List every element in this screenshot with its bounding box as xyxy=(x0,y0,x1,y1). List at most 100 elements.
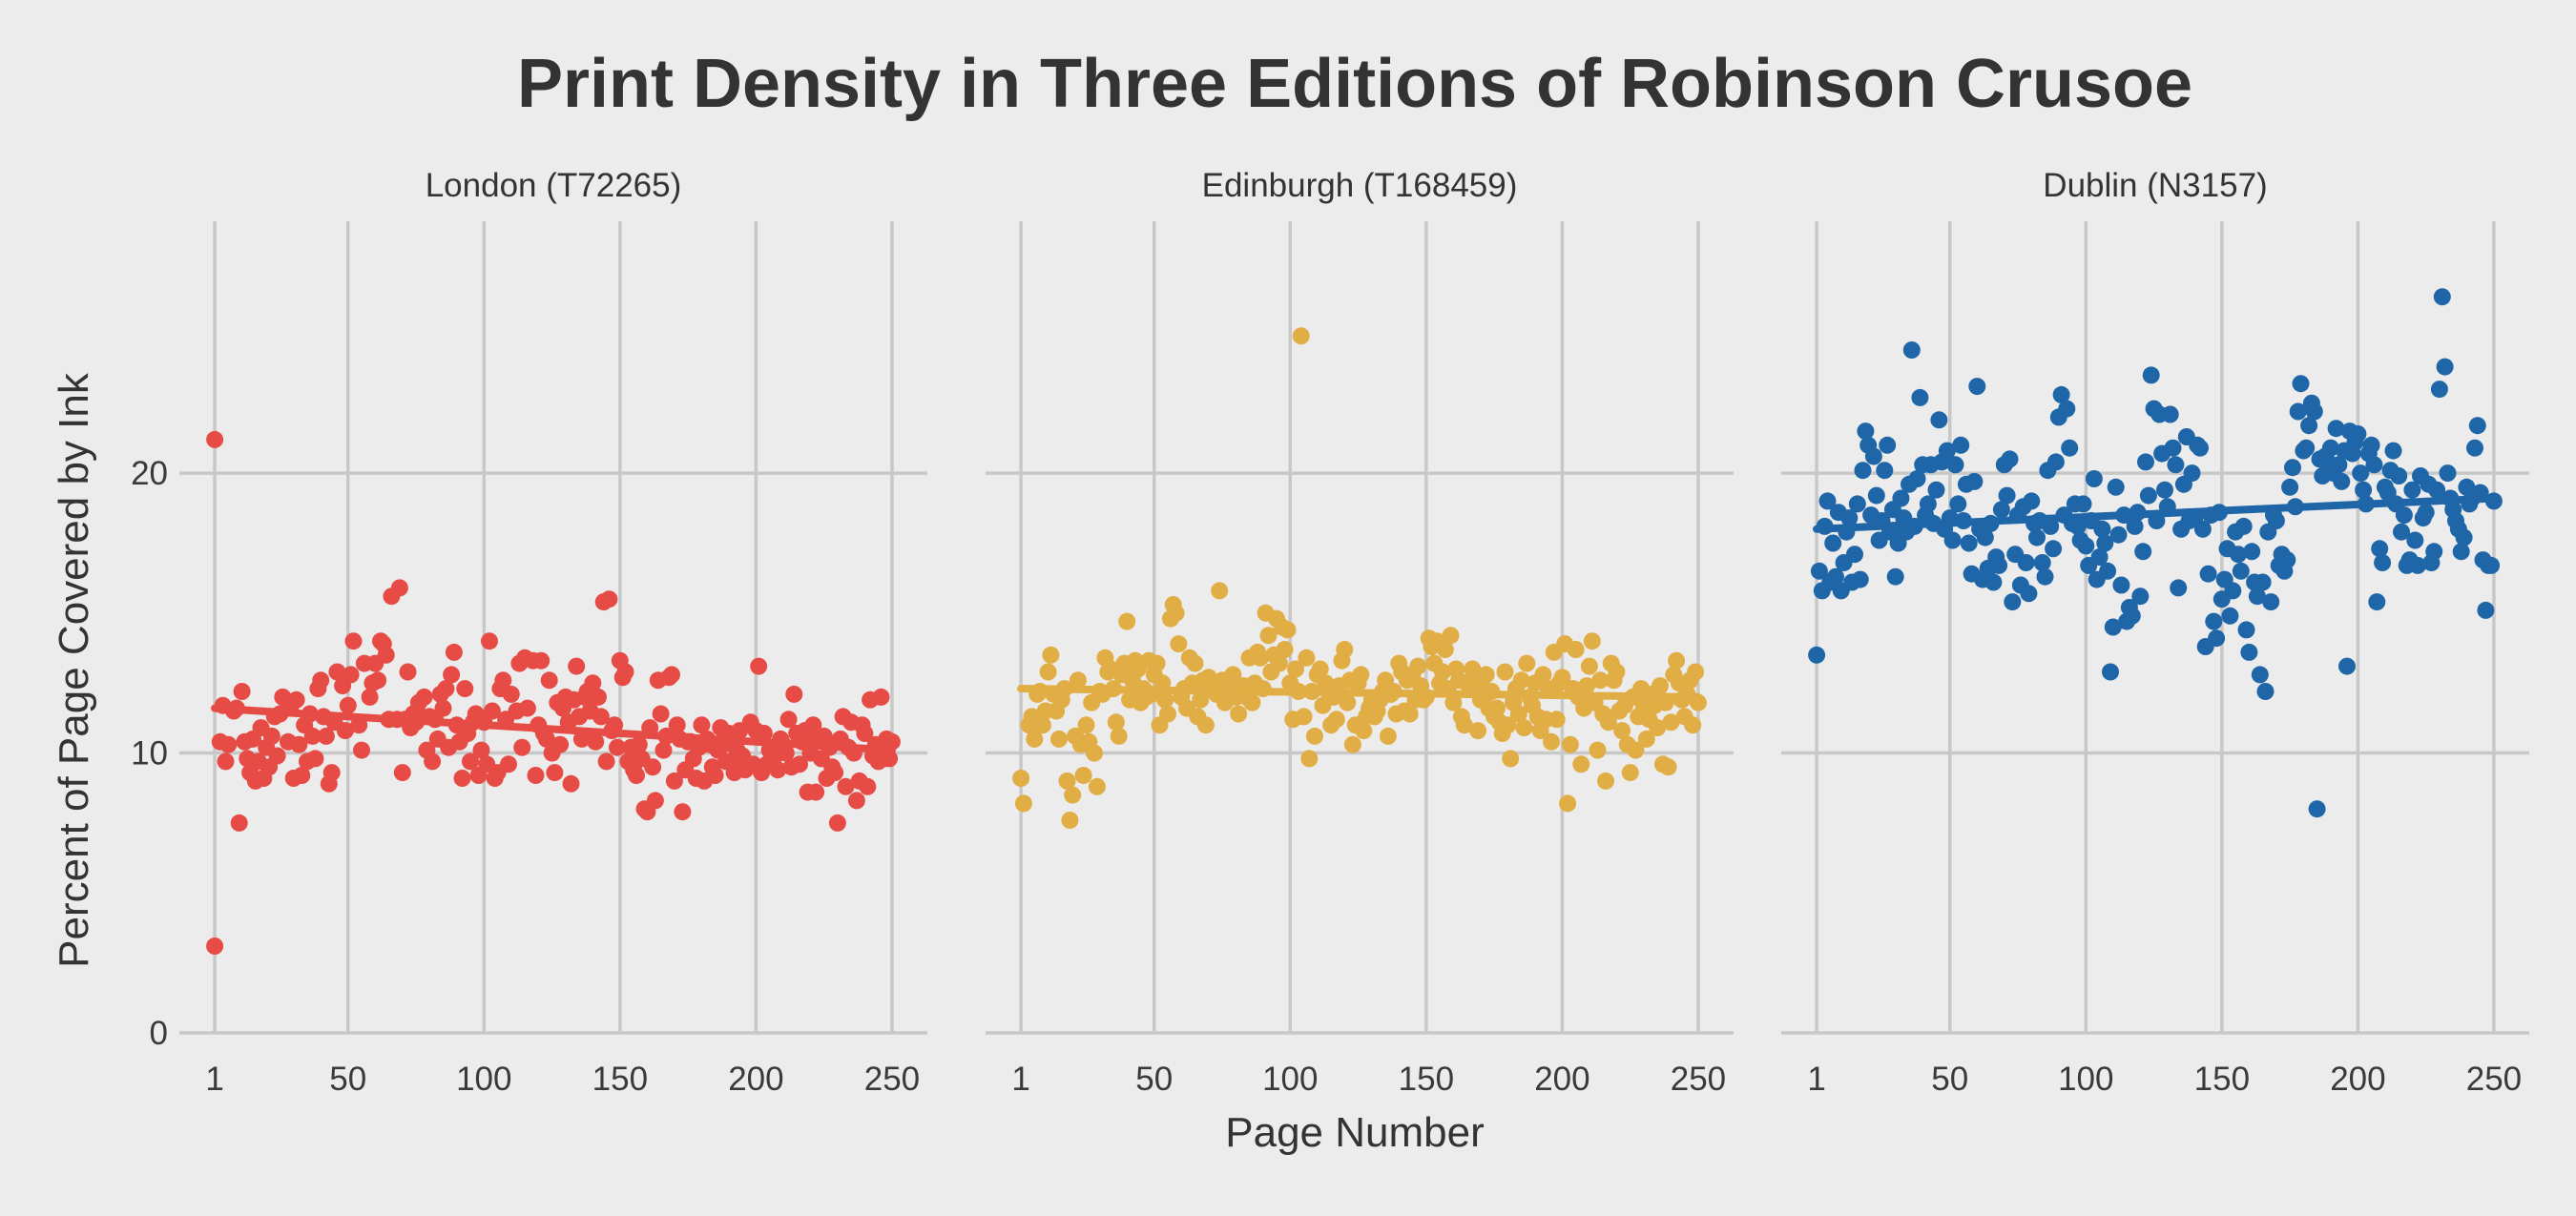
data-point xyxy=(437,680,455,698)
data-point xyxy=(483,702,501,720)
x-tick-label: 200 xyxy=(728,1061,783,1098)
data-point xyxy=(2338,657,2356,675)
data-point xyxy=(551,735,570,753)
data-point xyxy=(2109,526,2128,544)
data-point xyxy=(1553,669,1571,687)
data-point xyxy=(1292,327,1310,345)
data-point xyxy=(2284,459,2301,477)
data-point xyxy=(1919,495,1937,513)
data-point xyxy=(2020,585,2038,603)
data-point xyxy=(2102,663,2119,681)
data-point xyxy=(1851,570,1869,588)
data-point xyxy=(1436,641,1454,658)
data-point xyxy=(2439,464,2457,483)
data-point xyxy=(1069,671,1087,690)
data-point xyxy=(2052,385,2070,403)
data-point xyxy=(2240,643,2258,661)
data-point xyxy=(2058,400,2076,418)
data-point xyxy=(1012,770,1030,787)
data-point xyxy=(2251,666,2269,684)
x-tick-label: 150 xyxy=(592,1061,648,1098)
data-point xyxy=(1409,657,1427,675)
data-point xyxy=(1810,562,1828,580)
data-point xyxy=(206,938,224,955)
data-point xyxy=(2221,607,2239,625)
data-point xyxy=(2139,486,2157,505)
data-point xyxy=(1336,641,1354,658)
data-point xyxy=(2134,543,2152,561)
x-tick-label: 250 xyxy=(2466,1061,2522,1098)
data-point xyxy=(353,741,370,759)
data-point xyxy=(2170,579,2188,597)
data-point xyxy=(2254,573,2272,591)
data-point xyxy=(2167,456,2185,474)
data-point xyxy=(2090,548,2109,567)
data-point xyxy=(1561,735,1579,753)
data-point xyxy=(2068,517,2087,535)
data-point xyxy=(518,699,536,717)
data-point xyxy=(654,741,673,759)
data-point xyxy=(2193,520,2212,538)
data-point xyxy=(322,764,341,782)
data-point xyxy=(2321,439,2339,457)
data-point xyxy=(500,755,517,773)
data-point xyxy=(1259,627,1278,645)
data-point xyxy=(393,764,411,782)
x-tick-label: 100 xyxy=(2058,1061,2113,1098)
data-point xyxy=(317,727,335,745)
data-point xyxy=(527,767,545,784)
x-tick-label: 1 xyxy=(1807,1061,1825,1098)
data-point xyxy=(646,792,664,810)
data-point xyxy=(1684,716,1702,734)
data-point xyxy=(2045,540,2063,558)
panel-2: Edinburgh (T168459)1 50 100 150 200 250 xyxy=(986,167,1734,1098)
data-point xyxy=(546,764,564,782)
data-point xyxy=(663,666,680,684)
data-point xyxy=(1469,722,1486,740)
data-point xyxy=(1567,641,1585,658)
data-point xyxy=(2033,554,2051,571)
data-point xyxy=(2327,420,2345,438)
data-point xyxy=(2308,800,2326,818)
data-point xyxy=(2365,456,2383,474)
data-point xyxy=(2425,543,2443,561)
data-point xyxy=(1846,546,1863,564)
data-point xyxy=(804,716,822,734)
data-point xyxy=(2452,543,2470,561)
data-point xyxy=(1911,388,1929,406)
x-tick-label: 1 xyxy=(205,1061,223,1098)
data-point xyxy=(755,725,773,742)
data-point xyxy=(1502,750,1520,768)
data-point xyxy=(2161,405,2179,423)
data-point xyxy=(1867,486,1885,505)
data-point xyxy=(1355,722,1373,740)
data-point xyxy=(445,643,463,661)
data-point xyxy=(856,725,874,742)
data-point xyxy=(2433,288,2451,306)
data-point xyxy=(597,752,615,771)
data-point xyxy=(1251,649,1269,667)
data-point xyxy=(609,738,626,756)
data-point xyxy=(2104,618,2122,636)
data-point xyxy=(1543,732,1560,751)
data-point xyxy=(1580,657,1598,675)
data-point xyxy=(777,744,795,762)
data-point xyxy=(1074,767,1092,784)
data-points xyxy=(1808,288,2503,818)
data-point xyxy=(2289,402,2307,421)
data-point xyxy=(1515,719,1533,737)
data-point xyxy=(668,716,686,734)
data-point xyxy=(481,632,498,650)
data-point xyxy=(1886,567,1904,586)
data-point xyxy=(2023,492,2041,510)
data-point xyxy=(1930,411,1948,429)
data-point xyxy=(1148,654,1166,672)
data-point xyxy=(472,741,490,759)
data-point xyxy=(2112,576,2130,594)
data-point xyxy=(1434,663,1451,681)
data-point xyxy=(502,685,520,703)
data-point xyxy=(1110,727,1128,745)
data-point xyxy=(2123,607,2141,625)
data-point xyxy=(1572,755,1590,773)
data-point xyxy=(2230,546,2247,564)
